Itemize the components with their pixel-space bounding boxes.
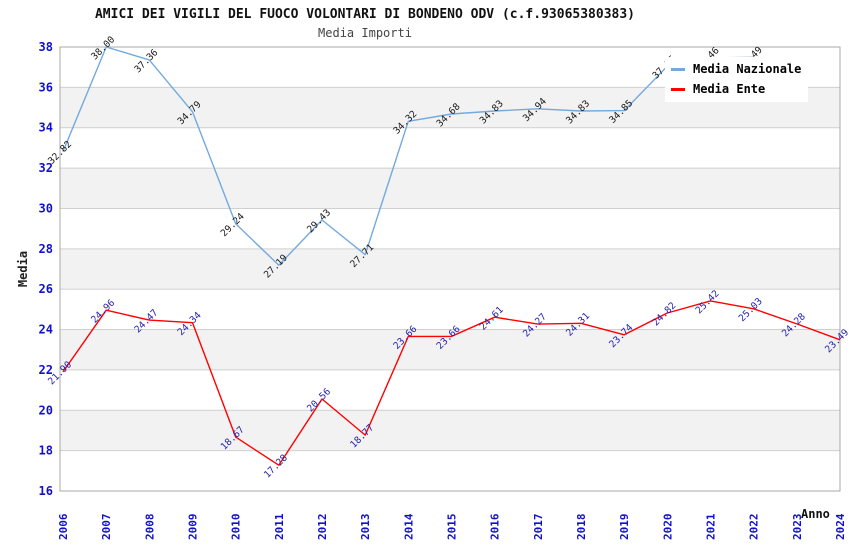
legend-item-ente: Media Ente [671,79,808,99]
point-label: 25.03 [737,296,765,324]
series-line-nazionale [62,46,754,266]
x-tick-label: 2020 [661,514,674,541]
x-tick-label: 2019 [618,514,631,541]
y-tick-label: 30 [39,201,53,215]
legend: Media Nazionale Media Ente [665,57,808,102]
legend-item-nazionale: Media Nazionale [671,59,808,79]
x-tick-label: 2008 [143,514,156,541]
chart-subtitle: Media Importi [318,26,412,40]
x-tick-label: 2024 [834,513,847,540]
point-label: 37.36 [132,47,160,75]
chart-title: AMICI DEI VIGILI DEL FUOCO VOLONTARI DI … [94,7,636,22]
x-tick-label: 2011 [273,513,286,540]
x-tick-label: 2018 [575,514,588,541]
x-tick-label: 2022 [748,514,761,541]
legend-line-swatch-red-icon [671,87,685,91]
y-tick-label: 22 [39,363,53,377]
legend-label-ente: Media Ente [693,82,766,96]
y-tick-label: 24 [39,323,53,337]
x-tick-label: 2015 [446,514,459,541]
point-label: 24.82 [650,300,678,328]
y-tick-label: 16 [39,484,53,498]
point-label: 29.43 [305,207,333,235]
plot-band [60,168,840,209]
x-tick-label: 2016 [489,513,502,540]
y-tick-label: 18 [39,444,53,458]
y-tick-label: 28 [39,242,53,256]
x-tick-label: 2013 [359,514,372,541]
plot-border [59,46,841,492]
legend-line-swatch-blue-icon [671,67,685,71]
x-tick-label: 2023 [791,514,804,541]
series-line-ente [62,300,841,466]
y-tick-label: 32 [39,161,53,175]
y-tick-label: 34 [39,121,53,135]
y-tick-label: 36 [39,80,53,94]
y-tick-label: 38 [39,40,53,54]
x-tick-label: 2010 [230,514,243,541]
y-tick-label: 26 [39,282,53,296]
x-tick-label: 2007 [100,514,113,541]
x-tick-label: 2021 [705,513,718,540]
x-axis-title: Anno [801,507,830,521]
plot-band [60,248,840,290]
x-tick-label: 2006 [57,513,70,540]
x-tick-label: 2014 [402,513,415,540]
y-tick-label: 20 [39,403,53,417]
y-axis-title: Media [16,250,30,288]
x-tick-label: 2017 [532,514,545,541]
legend-label-nazionale: Media Nazionale [693,62,802,76]
x-tick-label: 2009 [187,514,200,541]
x-tick-label: 2012 [316,514,329,541]
plot-band [60,410,840,451]
